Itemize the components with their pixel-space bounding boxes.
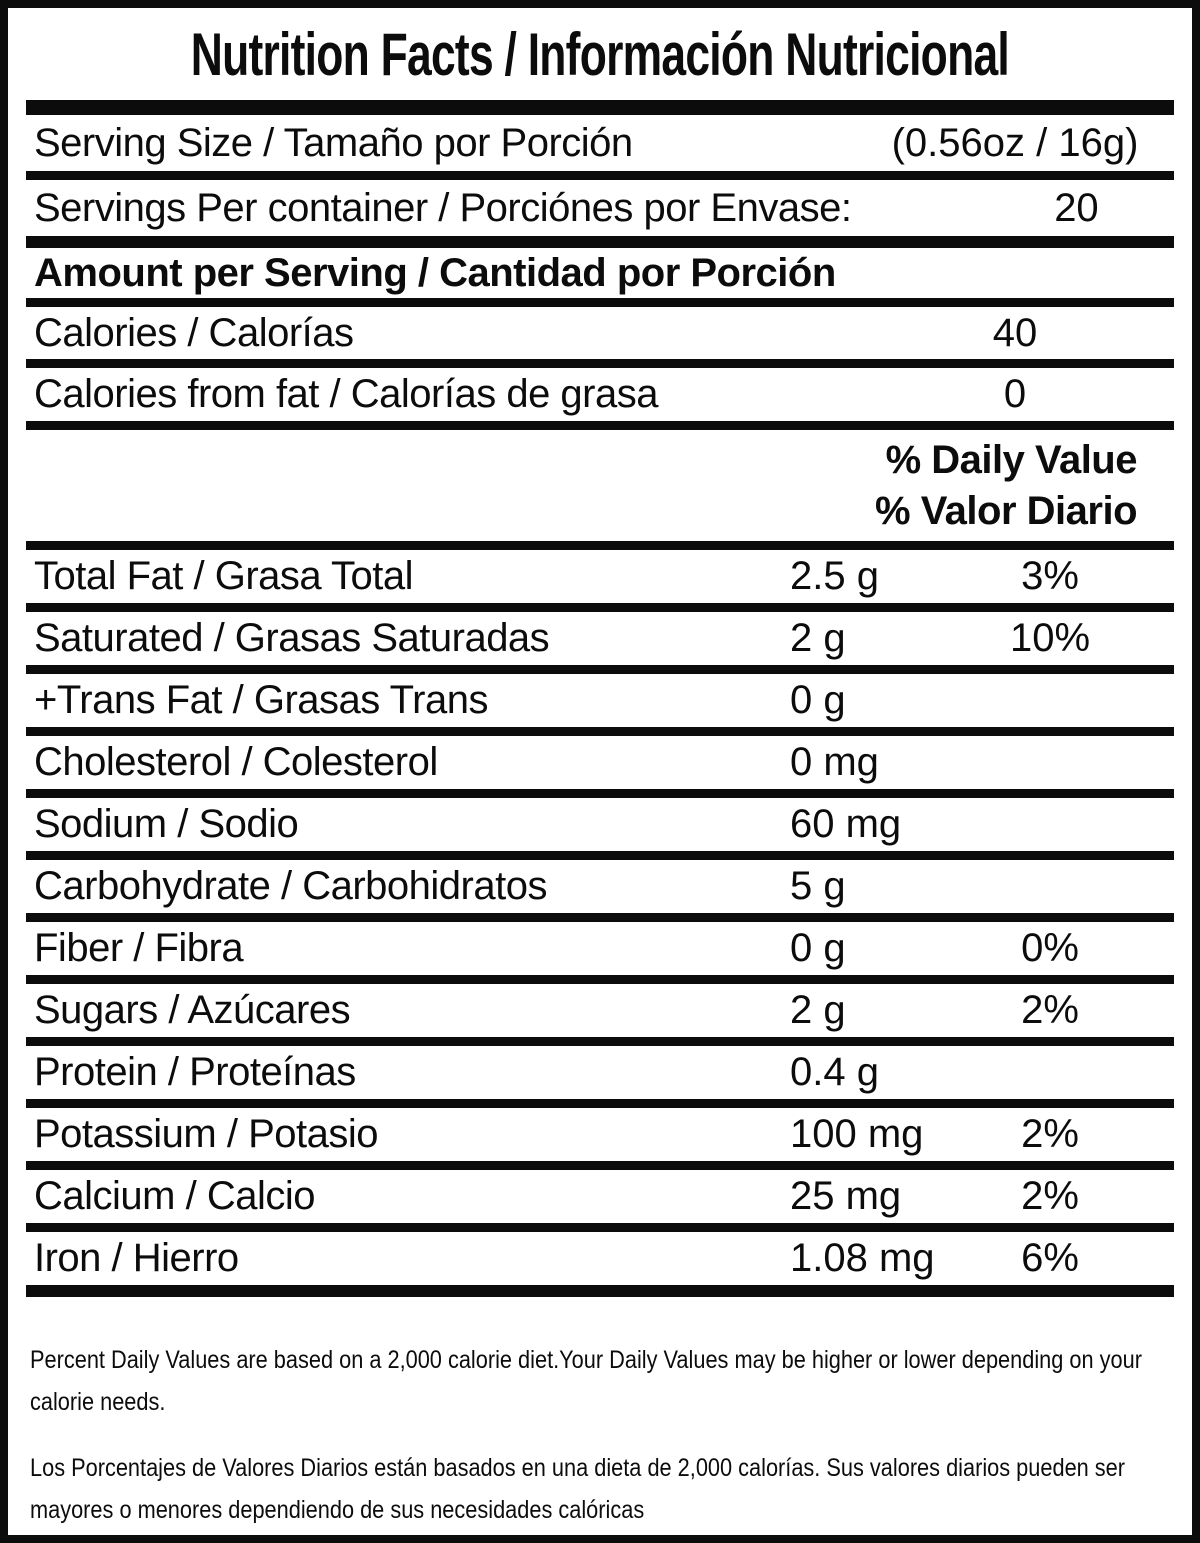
calories-from-fat-value-cell: 0: [790, 372, 1174, 417]
nutrient-daily-value: 2%: [1021, 1174, 1079, 1218]
footnote-spanish: Los Porcentajes de Valores Diarios están…: [30, 1454, 1126, 1524]
amount-per-serving-row: Amount per Serving / Cantidad por Porció…: [26, 248, 1174, 307]
nutrient-daily-value: 0%: [1021, 926, 1079, 970]
nutrient-label: Cholesterol / Colesterol: [34, 740, 438, 784]
nutrient-label: Potassium / Potasio: [34, 1112, 379, 1156]
footnotes: Percent Daily Values are based on a 2,00…: [8, 1297, 1192, 1531]
nutrient-amount: 25 mg: [790, 1174, 902, 1218]
servings-per-container-value: 20: [1054, 185, 1099, 230]
nutrient-daily-value: 2%: [1021, 1112, 1079, 1156]
nutrient-row-sodium: Sodium / Sodio 60 mg: [26, 798, 1174, 860]
calories-from-fat-label: Calories from fat / Calorías de grasa: [34, 372, 658, 416]
nutrient-amount: 100 mg: [790, 1112, 924, 1156]
nutrient-label: Iron / Hierro: [34, 1236, 239, 1280]
nutrient-amount: 0 g: [790, 678, 846, 722]
serving-size-row: Serving Size / Tamaño por Porción (0.56o…: [26, 115, 1174, 180]
nutrient-row-trans-fat: +Trans Fat / Grasas Trans 0 g: [26, 674, 1174, 736]
servings-per-container-value-cell: 20: [851, 185, 1192, 231]
daily-value-header-es: % Valor Diario: [875, 488, 1137, 533]
daily-value-header: % Daily Value % Valor Diario: [26, 430, 1174, 550]
nutrient-amount: 5 g: [790, 864, 846, 908]
nutrient-row-saturated-fat: Saturated / Grasas Saturadas 2 g 10%: [26, 612, 1174, 674]
serving-size-value-cell: (0.56oz / 16g): [790, 121, 1174, 166]
nutrient-row-calcium: Calcium / Calcio 25 mg 2%: [26, 1170, 1174, 1232]
nutrient-amount: 60 mg: [790, 802, 902, 846]
servings-per-container-label: Servings Per container / Porciónes por E…: [34, 185, 852, 230]
nutrient-row-iron: Iron / Hierro 1.08 mg 6%: [26, 1232, 1174, 1297]
nutrient-daily-value: 3%: [1021, 554, 1079, 598]
calories-value-cell: 40: [790, 311, 1174, 356]
nutrient-daily-value: 2%: [1021, 988, 1079, 1032]
nutrient-label: Fiber / Fibra: [34, 926, 244, 970]
nutrient-label: Sugars / Azúcares: [34, 988, 351, 1032]
label-title: Nutrition Facts / Información Nutriciona…: [190, 20, 1010, 88]
nutrient-amount: 2 g: [790, 616, 846, 660]
nutrient-daily-value: 10%: [1009, 616, 1091, 660]
nutrient-row-carbohydrate: Carbohydrate / Carbohidratos 5 g: [26, 860, 1174, 922]
nutrient-label: Carbohydrate / Carbohidratos: [34, 864, 547, 908]
amount-per-serving-label: Amount per Serving / Cantidad por Porció…: [34, 250, 836, 295]
nutrient-amount: 0.4 g: [790, 1050, 879, 1094]
nutrient-label: Sodium / Sodio: [34, 802, 299, 846]
nutrient-row-total-fat: Total Fat / Grasa Total 2.5 g 3%: [26, 550, 1174, 612]
nutrient-daily-value: 6%: [1021, 1236, 1079, 1280]
nutrient-row-fiber: Fiber / Fibra 0 g 0%: [26, 922, 1174, 984]
calories-value: 40: [992, 310, 1038, 355]
nutrient-row-cholesterol: Cholesterol / Colesterol 0 mg: [26, 736, 1174, 798]
calories-from-fat-value: 0: [1003, 372, 1027, 416]
calories-row: Calories / Calorías 40: [26, 307, 1174, 368]
nutrient-amount: 2.5 g: [790, 554, 879, 598]
nutrient-row-protein: Protein / Proteínas 0.4 g: [26, 1046, 1174, 1108]
serving-size-label: Serving Size / Tamaño por Porción: [34, 120, 633, 165]
serving-size-value: (0.56oz / 16g): [891, 120, 1139, 165]
nutrient-label: Protein / Proteínas: [34, 1050, 356, 1094]
title-band: Nutrition Facts / Información Nutriciona…: [8, 8, 1192, 100]
nutrient-row-sugars: Sugars / Azúcares 2 g 2%: [26, 984, 1174, 1046]
nutrient-amount: 1.08 mg: [790, 1236, 935, 1280]
nutrient-label: Total Fat / Grasa Total: [34, 554, 414, 598]
nutrient-amount: 2 g: [790, 988, 846, 1032]
title-divider-bar: [26, 100, 1174, 115]
calories-label: Calories / Calorías: [34, 310, 354, 355]
nutrient-label: Saturated / Grasas Saturadas: [34, 616, 550, 660]
nutrient-label: Calcium / Calcio: [34, 1174, 315, 1218]
nutrient-amount: 0 mg: [790, 740, 879, 784]
calories-from-fat-row: Calories from fat / Calorías de grasa 0: [26, 368, 1174, 430]
daily-value-header-en: % Daily Value: [885, 437, 1138, 482]
nutrient-label: +Trans Fat / Grasas Trans: [34, 678, 488, 722]
servings-per-container-row: Servings Per container / Porciónes por E…: [26, 180, 1174, 248]
nutrient-amount: 0 g: [790, 926, 846, 970]
footnote-english: Percent Daily Values are based on a 2,00…: [30, 1346, 1142, 1416]
nutrient-row-potassium: Potassium / Potasio 100 mg 2%: [26, 1108, 1174, 1170]
